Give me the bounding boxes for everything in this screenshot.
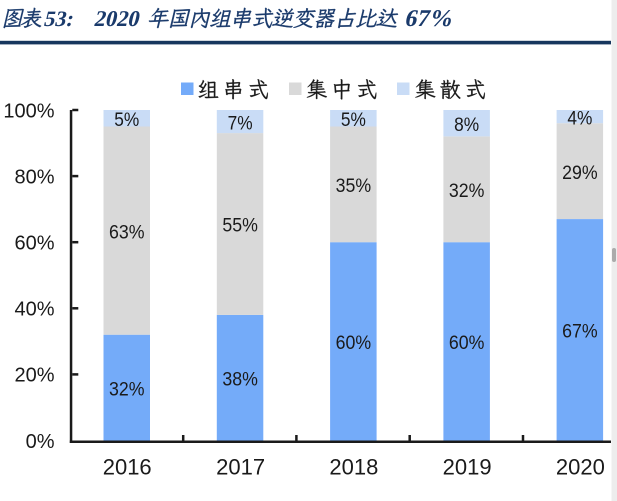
svg-text:2020: 2020 xyxy=(92,6,143,31)
svg-text:53:: 53: xyxy=(42,6,77,31)
svg-text:55%: 55% xyxy=(222,215,258,237)
svg-text:2018: 2018 xyxy=(329,455,378,480)
svg-text:60%: 60% xyxy=(14,233,54,255)
svg-text:5%: 5% xyxy=(114,109,139,131)
svg-text:2020: 2020 xyxy=(556,455,605,480)
svg-text:32%: 32% xyxy=(449,180,485,202)
svg-text:4%: 4% xyxy=(567,107,592,129)
svg-text:2016: 2016 xyxy=(103,455,152,480)
svg-text:40%: 40% xyxy=(14,299,54,321)
svg-text:38%: 38% xyxy=(222,368,258,390)
svg-text:80%: 80% xyxy=(14,166,54,188)
svg-text:63%: 63% xyxy=(109,221,145,243)
svg-text:2017: 2017 xyxy=(216,455,265,480)
svg-text:2019: 2019 xyxy=(443,455,492,480)
svg-text:32%: 32% xyxy=(109,378,145,400)
svg-text:60%: 60% xyxy=(449,332,485,354)
svg-text:0%: 0% xyxy=(26,431,55,453)
svg-text:60%: 60% xyxy=(336,332,372,354)
svg-text:35%: 35% xyxy=(336,175,372,197)
svg-text:67%: 67% xyxy=(403,5,457,32)
svg-text:67%: 67% xyxy=(562,321,598,343)
svg-text:20%: 20% xyxy=(14,365,54,387)
svg-text:7%: 7% xyxy=(228,112,253,134)
svg-text:29%: 29% xyxy=(562,162,598,184)
svg-text:5%: 5% xyxy=(341,109,366,131)
svg-text:100%: 100% xyxy=(3,100,54,122)
svg-text:8%: 8% xyxy=(454,114,479,136)
